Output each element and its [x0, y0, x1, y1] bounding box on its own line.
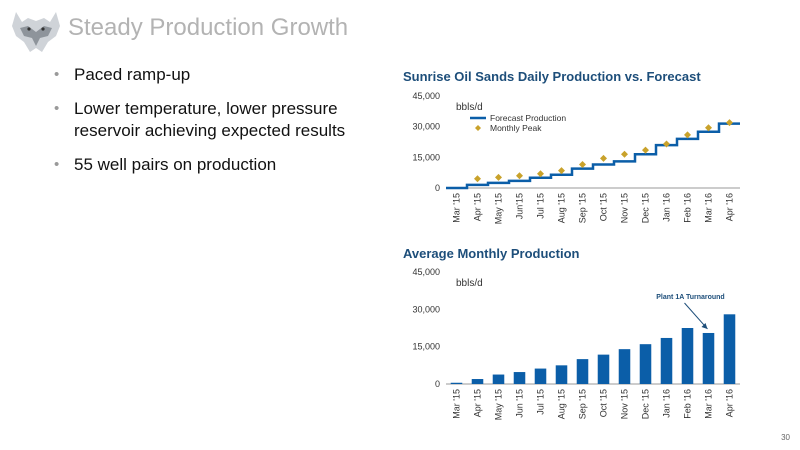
unit-label: bbls/d — [456, 278, 483, 289]
monthly-peak-marker — [663, 140, 670, 148]
x-tick-label: Dec '15 — [641, 389, 651, 419]
bullet-item: Paced ramp-up — [52, 64, 382, 86]
x-tick-label: Feb '16 — [683, 389, 693, 419]
monthly-peak-marker — [726, 119, 733, 127]
production-bar — [618, 349, 631, 384]
x-tick-label: Oct '15 — [599, 193, 609, 221]
x-tick-label: Mar '15 — [452, 389, 462, 419]
production-bar — [555, 365, 568, 384]
x-tick-label: Apr '15 — [473, 389, 483, 417]
legend-peak-label: Monthly Peak — [490, 123, 542, 133]
production-bar — [534, 368, 547, 384]
x-tick-label: Jun'15 — [515, 193, 525, 219]
bullet-item: Lower temperature, lower pressure reserv… — [52, 98, 382, 142]
x-tick-label: Feb '16 — [683, 193, 693, 223]
monthly-peak-marker — [600, 154, 607, 162]
x-tick-label: Sep '15 — [578, 389, 588, 419]
page-number: 30 — [781, 433, 790, 442]
slide-title: Steady Production Growth — [68, 14, 349, 41]
monthly-peak-marker — [579, 160, 586, 168]
x-tick-label: Mar '16 — [704, 389, 714, 419]
production-bar — [660, 337, 673, 384]
y-tick-label: 45,000 — [412, 267, 440, 277]
production-bar — [681, 328, 694, 384]
forecast-production-line — [446, 122, 740, 190]
bullet-item: 55 well pairs on production — [52, 154, 382, 176]
annotation-label: Plant 1A Turnaround — [656, 294, 724, 301]
annotation-arrow-line — [684, 302, 708, 330]
y-tick-label: 0 — [435, 183, 440, 193]
x-tick-label: Sep '15 — [578, 193, 588, 223]
x-tick-label: Jan '16 — [662, 193, 672, 222]
production-bar — [471, 379, 484, 384]
company-logo — [8, 8, 64, 56]
x-tick-label: Aug '15 — [557, 193, 567, 223]
legend-peak-swatch — [475, 125, 481, 131]
x-tick-label: Oct '15 — [599, 389, 609, 417]
production-bar — [576, 359, 589, 384]
y-tick-label: 45,000 — [412, 91, 440, 101]
production-bar — [450, 382, 463, 384]
x-tick-label: Aug '15 — [557, 389, 567, 419]
husky-head-icon — [12, 12, 60, 52]
x-tick-label: May '15 — [494, 193, 504, 224]
x-tick-label: Mar '16 — [704, 193, 714, 223]
y-tick-label: 30,000 — [412, 304, 440, 314]
x-tick-label: Jan '16 — [662, 389, 672, 418]
x-tick-label: Apr '16 — [725, 389, 735, 417]
x-tick-label: Dec '15 — [641, 193, 651, 223]
monthly-peak-marker — [558, 167, 565, 175]
monthly-production-chart: 0 15,000 30,000 45,000 Mar '15 Apr '15 May '15… — [412, 267, 740, 420]
x-tick-label: Apr '16 — [725, 193, 735, 221]
y-tick-label: 15,000 — [412, 342, 440, 352]
monthly-peak-marker — [474, 175, 481, 183]
monthly-peak-marker — [621, 150, 628, 158]
x-tick-label: Mar '15 — [452, 193, 462, 223]
monthly-peak-marker — [516, 172, 523, 180]
production-bar — [723, 314, 736, 384]
x-tick-label: Jul '15 — [536, 193, 546, 219]
daily-production-chart-title: Sunrise Oil Sands Daily Production vs. F… — [403, 69, 701, 84]
production-bar — [492, 374, 505, 384]
x-tick-label: Nov '15 — [620, 389, 630, 419]
production-bar — [597, 354, 610, 384]
x-tick-label: Jul '15 — [536, 389, 546, 415]
unit-label: bbls/d — [456, 102, 483, 113]
annotation-arrow-head — [701, 322, 708, 329]
x-tick-label: Nov '15 — [620, 193, 630, 223]
x-tick-label: Jun '15 — [515, 389, 525, 418]
x-tick-label: Apr '15 — [473, 193, 483, 221]
y-tick-label: 30,000 — [412, 122, 440, 132]
x-tick-label: May '15 — [494, 389, 504, 420]
monthly-peak-marker — [495, 173, 502, 181]
y-tick-label: 0 — [435, 379, 440, 389]
legend-forecast-label: Forecast Production — [490, 113, 566, 123]
monthly-peak-marker — [537, 170, 544, 178]
production-bar — [639, 344, 652, 384]
monthly-production-chart-title: Average Monthly Production — [403, 246, 580, 261]
production-bar — [513, 372, 526, 384]
monthly-peak-marker — [705, 124, 712, 132]
production-bar — [702, 332, 715, 384]
monthly-peak-marker — [684, 131, 691, 139]
bullet-list: Paced ramp-up Lower temperature, lower p… — [52, 64, 382, 188]
y-tick-label: 15,000 — [412, 152, 440, 162]
daily-production-chart: 0 15,000 30,000 45,000 Mar '15 Apr '15 May '15… — [412, 91, 740, 224]
monthly-peak-marker — [642, 146, 649, 154]
